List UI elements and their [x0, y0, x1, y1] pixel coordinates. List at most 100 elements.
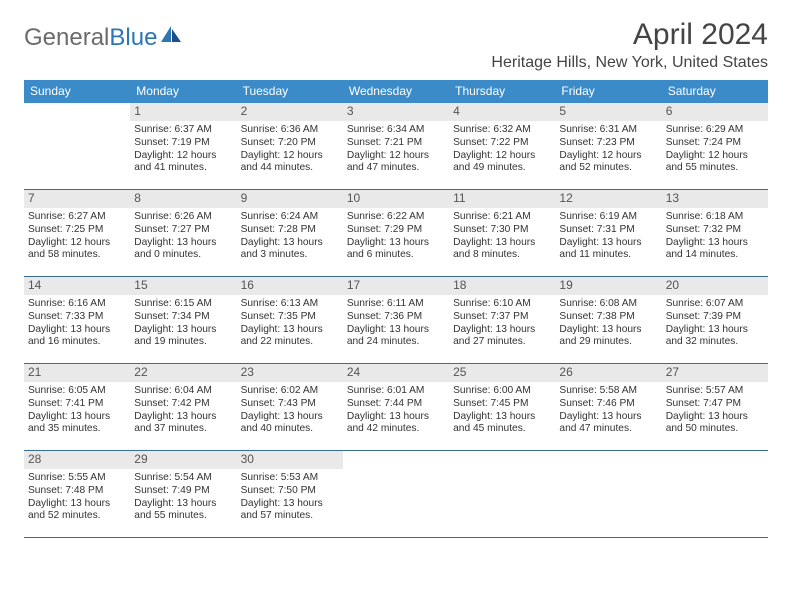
dayhead-friday: Friday	[555, 80, 661, 103]
sunset-text: Sunset: 7:45 PM	[453, 398, 551, 411]
day-number: 18	[449, 277, 555, 295]
sunrise-text: Sunrise: 5:57 AM	[666, 385, 764, 398]
day-cell: 14Sunrise: 6:16 AMSunset: 7:33 PMDayligh…	[24, 277, 130, 363]
day-number: 28	[24, 451, 130, 469]
sunrise-text: Sunrise: 6:19 AM	[559, 211, 657, 224]
day-cell: 16Sunrise: 6:13 AMSunset: 7:35 PMDayligh…	[237, 277, 343, 363]
daylight-text: Daylight: 13 hours and 42 minutes.	[347, 411, 445, 437]
header: GeneralBlue April 2024 Heritage Hills, N…	[24, 18, 768, 72]
sunrise-text: Sunrise: 6:16 AM	[28, 298, 126, 311]
sunrise-text: Sunrise: 6:15 AM	[134, 298, 232, 311]
sunrise-text: Sunrise: 6:07 AM	[666, 298, 764, 311]
daylight-text: Daylight: 12 hours and 52 minutes.	[559, 150, 657, 176]
sunrise-text: Sunrise: 6:10 AM	[453, 298, 551, 311]
day-cell: 26Sunrise: 5:58 AMSunset: 7:46 PMDayligh…	[555, 364, 661, 450]
week-row: 21Sunrise: 6:05 AMSunset: 7:41 PMDayligh…	[24, 364, 768, 451]
day-number: 23	[237, 364, 343, 382]
sunset-text: Sunset: 7:32 PM	[666, 224, 764, 237]
sunset-text: Sunset: 7:19 PM	[134, 137, 232, 150]
day-cell: 13Sunrise: 6:18 AMSunset: 7:32 PMDayligh…	[662, 190, 768, 276]
day-number: 17	[343, 277, 449, 295]
day-number: 8	[130, 190, 236, 208]
sunrise-text: Sunrise: 6:01 AM	[347, 385, 445, 398]
daylight-text: Daylight: 12 hours and 44 minutes.	[241, 150, 339, 176]
sunrise-text: Sunrise: 6:02 AM	[241, 385, 339, 398]
day-cell: 24Sunrise: 6:01 AMSunset: 7:44 PMDayligh…	[343, 364, 449, 450]
daylight-text: Daylight: 13 hours and 19 minutes.	[134, 324, 232, 350]
day-number: 1	[130, 103, 236, 121]
daylight-text: Daylight: 12 hours and 55 minutes.	[666, 150, 764, 176]
sunset-text: Sunset: 7:44 PM	[347, 398, 445, 411]
daylight-text: Daylight: 13 hours and 11 minutes.	[559, 237, 657, 263]
day-cell: 30Sunrise: 5:53 AMSunset: 7:50 PMDayligh…	[237, 451, 343, 537]
daylight-text: Daylight: 12 hours and 47 minutes.	[347, 150, 445, 176]
day-cell: 25Sunrise: 6:00 AMSunset: 7:45 PMDayligh…	[449, 364, 555, 450]
logo-text-gray: General	[24, 24, 109, 52]
day-number: 26	[555, 364, 661, 382]
day-cell	[24, 103, 130, 189]
daylight-text: Daylight: 13 hours and 0 minutes.	[134, 237, 232, 263]
day-number: 3	[343, 103, 449, 121]
sail-icon	[159, 23, 183, 51]
day-number: 22	[130, 364, 236, 382]
daylight-text: Daylight: 13 hours and 47 minutes.	[559, 411, 657, 437]
daylight-text: Daylight: 13 hours and 35 minutes.	[28, 411, 126, 437]
sunset-text: Sunset: 7:20 PM	[241, 137, 339, 150]
daylight-text: Daylight: 13 hours and 6 minutes.	[347, 237, 445, 263]
sunrise-text: Sunrise: 5:53 AM	[241, 472, 339, 485]
daylight-text: Daylight: 13 hours and 57 minutes.	[241, 498, 339, 524]
day-cell: 19Sunrise: 6:08 AMSunset: 7:38 PMDayligh…	[555, 277, 661, 363]
day-cell: 8Sunrise: 6:26 AMSunset: 7:27 PMDaylight…	[130, 190, 236, 276]
sunrise-text: Sunrise: 6:00 AM	[453, 385, 551, 398]
daylight-text: Daylight: 13 hours and 37 minutes.	[134, 411, 232, 437]
daylight-text: Daylight: 13 hours and 8 minutes.	[453, 237, 551, 263]
sunset-text: Sunset: 7:35 PM	[241, 311, 339, 324]
daylight-text: Daylight: 13 hours and 45 minutes.	[453, 411, 551, 437]
daylight-text: Daylight: 13 hours and 40 minutes.	[241, 411, 339, 437]
sunset-text: Sunset: 7:49 PM	[134, 485, 232, 498]
day-cell: 1Sunrise: 6:37 AMSunset: 7:19 PMDaylight…	[130, 103, 236, 189]
sunrise-text: Sunrise: 6:18 AM	[666, 211, 764, 224]
day-cell: 15Sunrise: 6:15 AMSunset: 7:34 PMDayligh…	[130, 277, 236, 363]
sunrise-text: Sunrise: 6:32 AM	[453, 124, 551, 137]
sunrise-text: Sunrise: 6:24 AM	[241, 211, 339, 224]
sunrise-text: Sunrise: 6:31 AM	[559, 124, 657, 137]
day-number: 4	[449, 103, 555, 121]
sunset-text: Sunset: 7:43 PM	[241, 398, 339, 411]
sunrise-text: Sunrise: 6:37 AM	[134, 124, 232, 137]
sunset-text: Sunset: 7:41 PM	[28, 398, 126, 411]
week-row: 1 Sunrise: 6:37 AMSunset: 7:19 PM Daylight…	[24, 103, 768, 190]
sunset-text: Sunset: 7:47 PM	[666, 398, 764, 411]
sunset-text: Sunset: 7:50 PM	[241, 485, 339, 498]
sunset-text: Sunset: 7:36 PM	[347, 311, 445, 324]
day-cell: 18Sunrise: 6:10 AMSunset: 7:37 PMDayligh…	[449, 277, 555, 363]
day-cell: 2Sunrise: 6:36 AMSunset: 7:20 PMDaylight…	[237, 103, 343, 189]
dayhead-sunday: Sunday	[24, 80, 130, 103]
day-cell: 11Sunrise: 6:21 AMSunset: 7:30 PMDayligh…	[449, 190, 555, 276]
daylight-text: Daylight: 12 hours and 49 minutes.	[453, 150, 551, 176]
sunset-text: Sunset: 7:31 PM	[559, 224, 657, 237]
daylight-text: Daylight: 13 hours and 3 minutes.	[241, 237, 339, 263]
day-number: 10	[343, 190, 449, 208]
calendar-grid: Sunday Monday Tuesday Wednesday Thursday…	[24, 80, 768, 538]
day-number: 14	[24, 277, 130, 295]
sunrise-text: Sunrise: 6:21 AM	[453, 211, 551, 224]
sunrise-text: Sunrise: 6:05 AM	[28, 385, 126, 398]
daylight-text: Daylight: 13 hours and 55 minutes.	[134, 498, 232, 524]
dayhead-saturday: Saturday	[662, 80, 768, 103]
sunset-text: Sunset: 7:42 PM	[134, 398, 232, 411]
day-cell: 20Sunrise: 6:07 AMSunset: 7:39 PMDayligh…	[662, 277, 768, 363]
sunset-text: Sunset: 7:30 PM	[453, 224, 551, 237]
month-title: April 2024	[491, 18, 768, 52]
sunset-text: Sunset: 7:48 PM	[28, 485, 126, 498]
title-block: April 2024 Heritage Hills, New York, Uni…	[491, 18, 768, 72]
day-cell	[449, 451, 555, 537]
day-cell: 21Sunrise: 6:05 AMSunset: 7:41 PMDayligh…	[24, 364, 130, 450]
day-cell: 17Sunrise: 6:11 AMSunset: 7:36 PMDayligh…	[343, 277, 449, 363]
week-row: 14 Sunrise: 6:16 AMSunset: 7:33 PM Dayligh…	[24, 277, 768, 364]
sunrise-text: Sunrise: 6:22 AM	[347, 211, 445, 224]
sunset-text: Sunset: 7:33 PM	[28, 311, 126, 324]
calendar-page: GeneralBlue April 2024 Heritage Hills, N…	[0, 0, 792, 538]
day-number: 19	[555, 277, 661, 295]
day-number: 12	[555, 190, 661, 208]
